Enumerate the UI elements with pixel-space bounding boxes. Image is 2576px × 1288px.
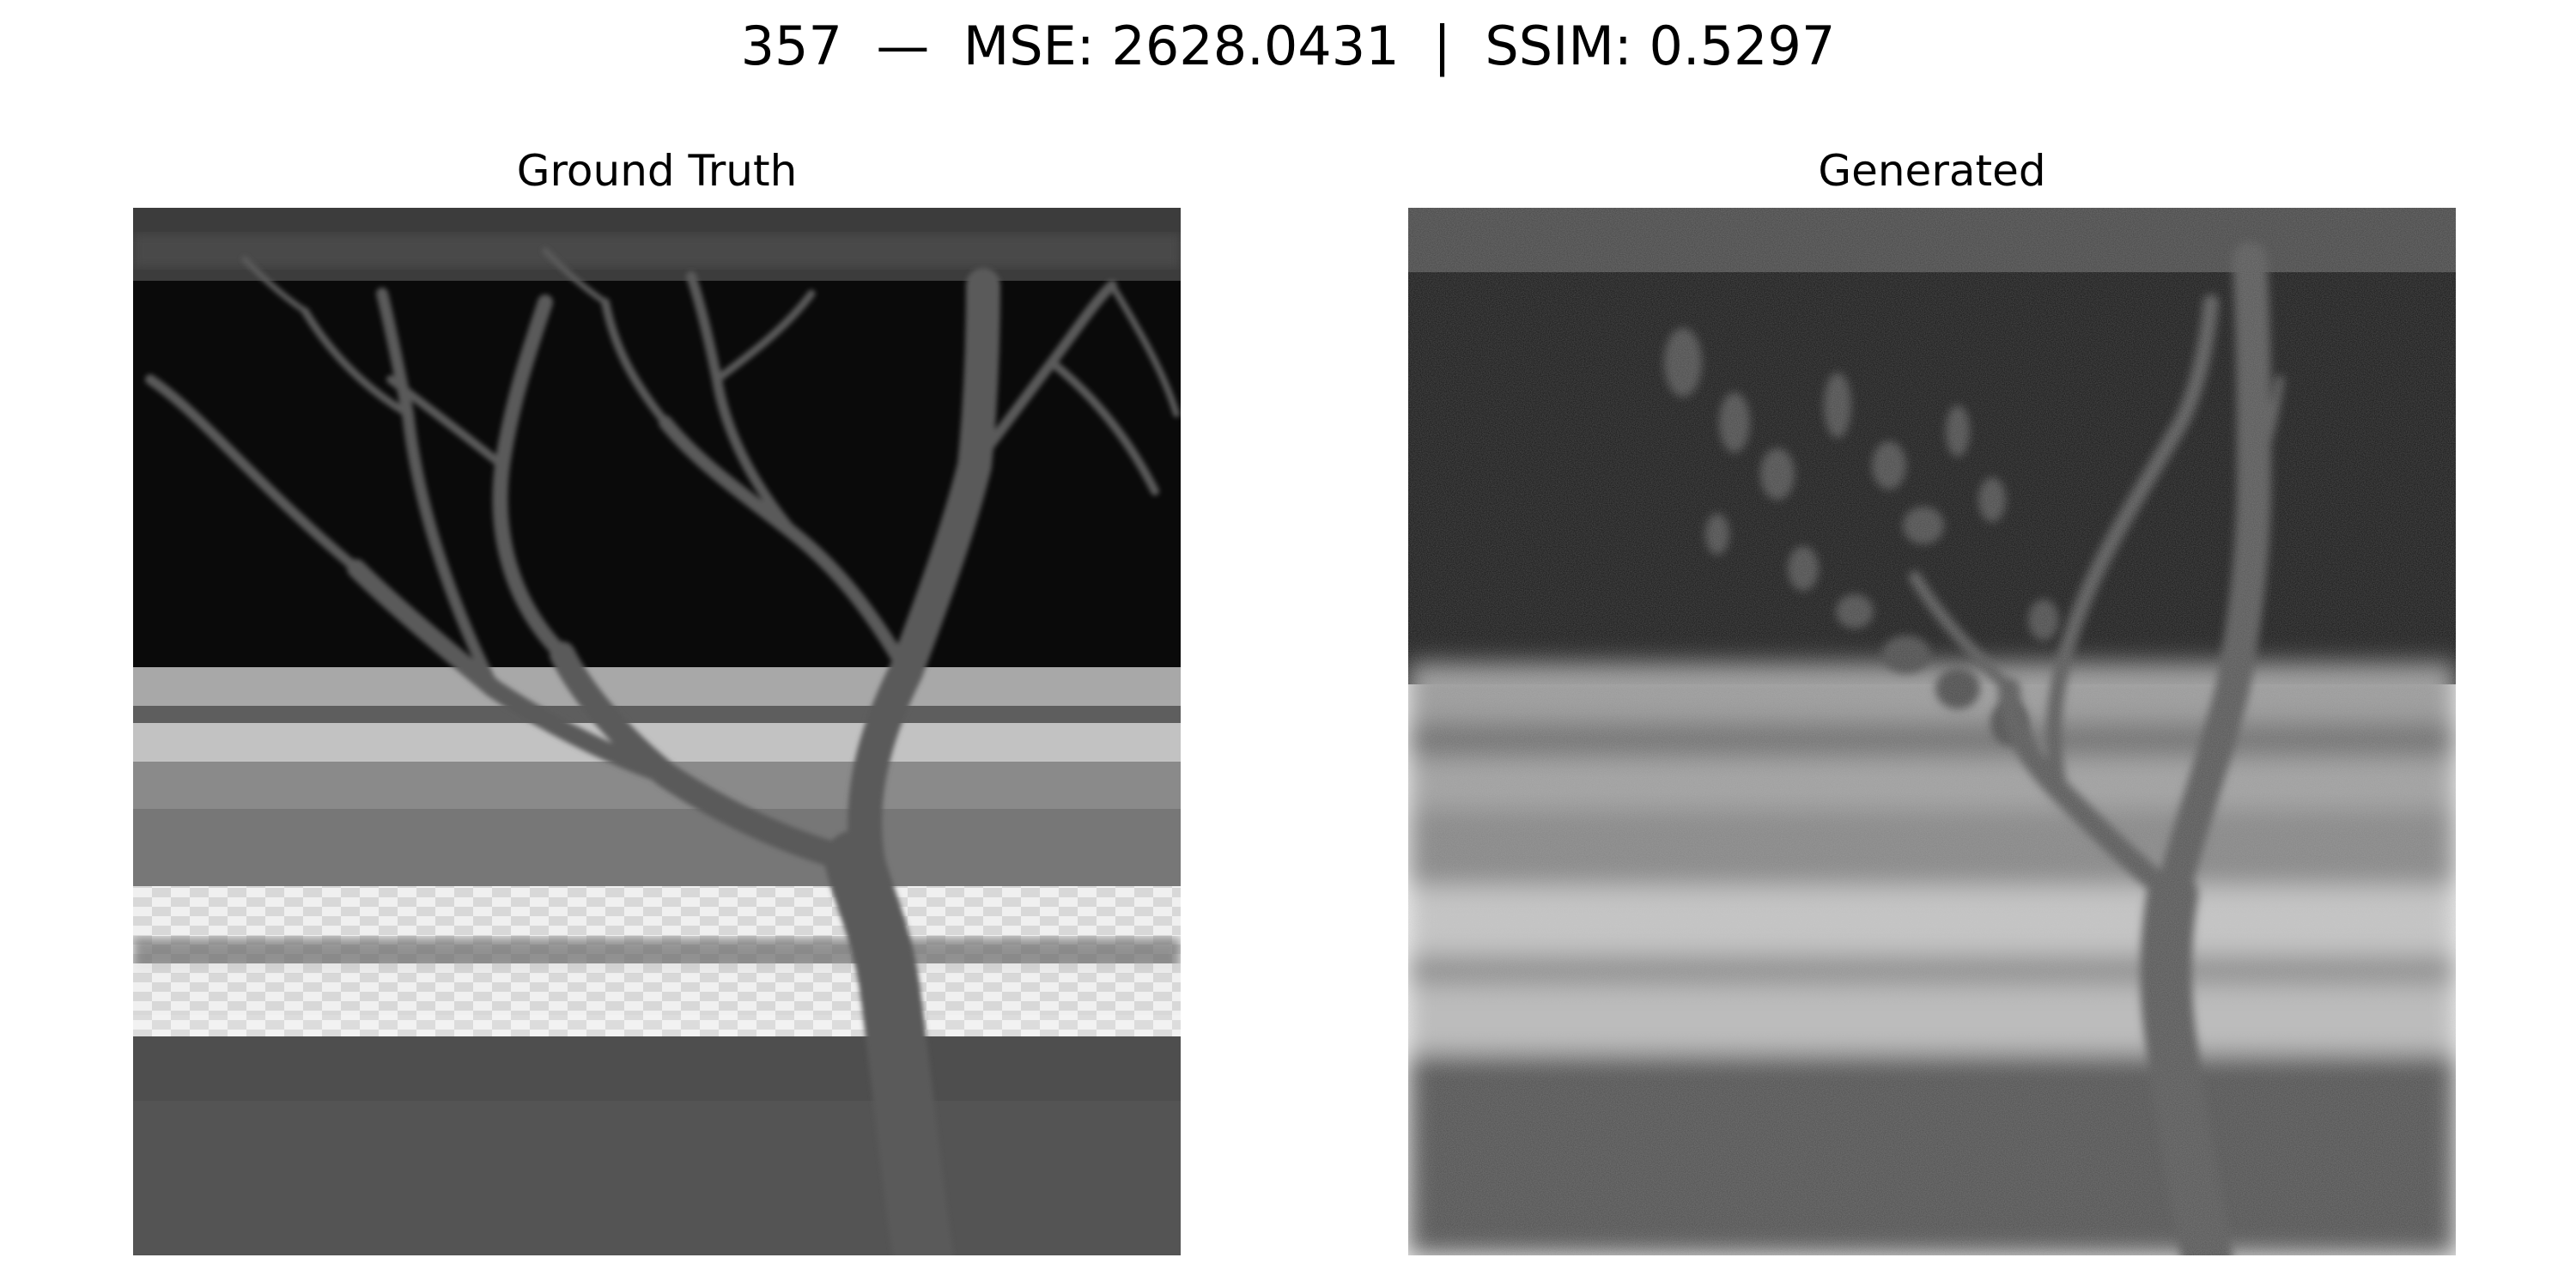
figure-title: 357 — MSE: 2628.0431 | SSIM: 0.5297 [740,15,1836,77]
generated-image [1408,208,2456,1255]
ground-truth-title: Ground Truth [516,146,798,196]
ground-truth-image [133,208,1181,1255]
generated-title: Generated [1818,146,2046,196]
